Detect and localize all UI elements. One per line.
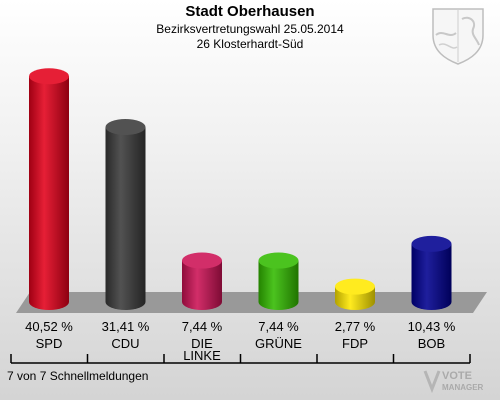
- category-label: DIE LINKE: [183, 336, 221, 363]
- bar-top-2: [182, 252, 222, 269]
- category-label: GRÜNE: [255, 336, 302, 351]
- labels-group: 40,52 % SPD 31,41 % CDU 7,44 % DIE LINKE 7,44 %…: [25, 319, 456, 363]
- value-label: 40,52 %: [25, 319, 73, 334]
- category-label: SPD: [36, 336, 63, 351]
- chart-title: Stadt Oberhausen: [185, 3, 315, 20]
- reporting-status: 7 von 7 Schnellmeldungen: [7, 369, 149, 383]
- bar-top-5: [411, 235, 452, 252]
- logo-text-line2: MANAGER: [442, 383, 484, 392]
- coat-of-arms-icon: [432, 8, 484, 65]
- value-label: 2,77 %: [335, 319, 376, 334]
- value-label: 31,41 %: [102, 319, 150, 334]
- bar-3: [258, 260, 299, 310]
- bar-0: [29, 76, 69, 310]
- category-label: CDU: [111, 336, 139, 351]
- bar-2: [182, 260, 222, 310]
- bar-1: [105, 127, 146, 310]
- category-axis: [10, 354, 471, 364]
- bars-group: [29, 68, 452, 310]
- vote-manager-logo: VOTE MANAGER: [423, 370, 484, 394]
- bar-top-4: [335, 278, 375, 295]
- category-label: FDP: [342, 336, 368, 351]
- value-label: 10,43 %: [408, 319, 456, 334]
- bar-top-3: [258, 252, 299, 269]
- value-label: 7,44 %: [258, 319, 299, 334]
- bar-5: [411, 243, 452, 310]
- category-label: BOB: [418, 336, 445, 351]
- chart-subtitle: Bezirksvertretungswahl 25.05.2014: [156, 22, 344, 36]
- check-icon: [423, 370, 441, 394]
- bar-top-0: [29, 68, 69, 85]
- logo-text-line1: VOTE: [442, 370, 472, 382]
- value-label: 7,44 %: [182, 319, 223, 334]
- district-label: 26 Klosterhardt-Süd: [196, 37, 304, 51]
- bar-top-1: [105, 119, 146, 136]
